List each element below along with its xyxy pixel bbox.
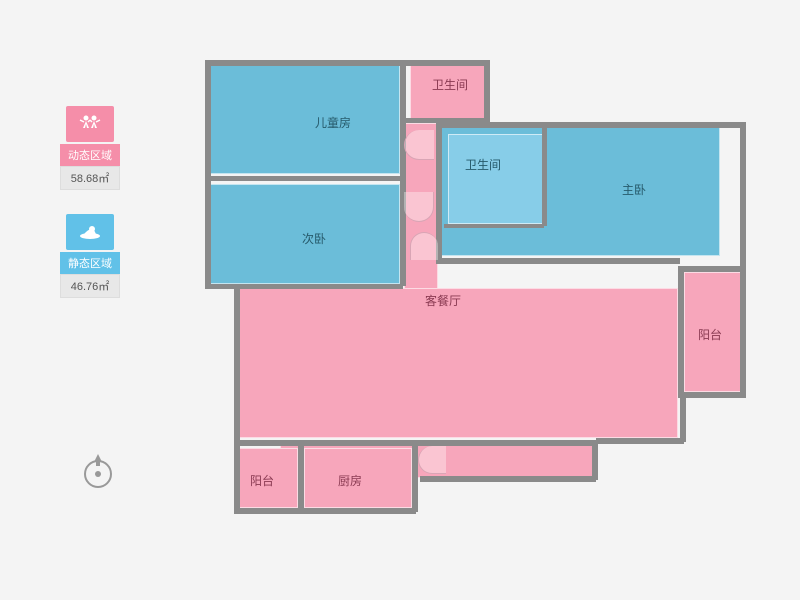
room-label-zhuwo: 主卧 <box>622 181 646 198</box>
legend-dynamic: 动态区域 58.68㎡ <box>60 106 120 190</box>
wall <box>678 266 684 394</box>
wall <box>234 508 416 514</box>
door-swing <box>404 192 434 222</box>
wall <box>740 122 746 268</box>
door-swing <box>410 232 438 260</box>
legend-panel: 动态区域 58.68㎡ 静态区域 46.76㎡ <box>60 106 120 322</box>
wall <box>298 444 304 512</box>
wall <box>680 392 686 442</box>
wall <box>205 60 490 66</box>
wall <box>678 392 746 398</box>
wall <box>596 438 684 444</box>
wall <box>436 258 680 264</box>
door-swing <box>418 446 446 474</box>
compass-icon <box>80 450 116 490</box>
wall <box>205 60 211 286</box>
legend-static-value: 46.76㎡ <box>60 274 120 298</box>
room-label-weishengjian2: 卫生间 <box>465 156 501 173</box>
legend-dynamic-title: 动态区域 <box>60 144 120 166</box>
wall <box>678 266 746 272</box>
wall <box>234 284 240 512</box>
legend-static-title: 静态区域 <box>60 252 120 274</box>
room-ertong <box>210 64 400 174</box>
wall <box>484 60 490 122</box>
wall <box>436 122 744 128</box>
wall <box>592 440 598 480</box>
dynamic-zone-icon <box>66 106 114 142</box>
wall <box>412 444 418 512</box>
room-label-yangtai1: 阳台 <box>698 326 722 343</box>
door-swing <box>404 130 434 160</box>
static-zone-icon <box>66 214 114 250</box>
room-weishengjian2 <box>448 134 543 224</box>
wall <box>420 476 596 482</box>
room-label-chufang: 厨房 <box>338 472 362 489</box>
legend-static: 静态区域 46.76㎡ <box>60 214 120 298</box>
room-label-ertong: 儿童房 <box>315 114 351 131</box>
room-label-ciwo: 次卧 <box>302 230 326 247</box>
room-label-weishengjian1: 卫生间 <box>432 76 468 93</box>
room-label-canting: 客餐厅 <box>425 292 461 309</box>
wall <box>542 126 547 226</box>
room-label-yangtai2: 阳台 <box>250 472 274 489</box>
wall <box>205 176 403 181</box>
wall <box>400 60 406 286</box>
wall <box>740 266 746 396</box>
legend-dynamic-value: 58.68㎡ <box>60 166 120 190</box>
wall <box>444 224 544 228</box>
room-canting <box>238 288 678 438</box>
floor-plan: 儿童房卫生间主卧卫生间次卧客餐厅阳台阳台厨房 <box>200 56 745 531</box>
